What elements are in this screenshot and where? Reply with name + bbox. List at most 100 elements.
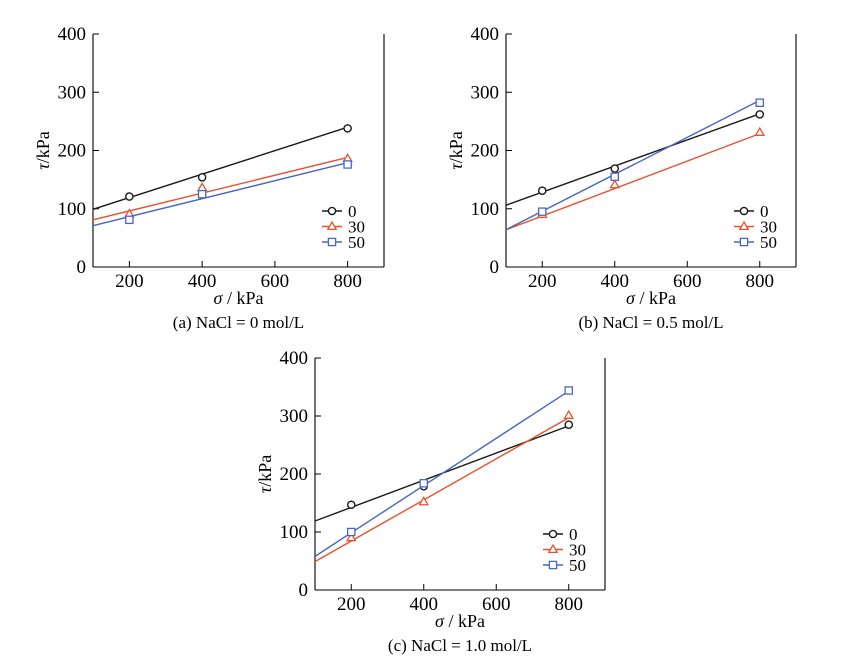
fit-line — [505, 132, 760, 231]
series-50 — [505, 98, 765, 231]
y-tick-label: 400 — [280, 348, 309, 369]
y-tick-label: 0 — [490, 257, 500, 278]
x-tick-label: 600 — [261, 271, 290, 292]
data-point — [755, 110, 765, 119]
legend-marker — [739, 237, 749, 247]
y-axis-unit: /kPa — [33, 131, 53, 163]
x-axis-unit: / kPa — [635, 288, 676, 308]
data-point — [343, 160, 352, 169]
data-point — [419, 479, 428, 488]
fit-line — [92, 156, 348, 221]
y-tick-label: 300 — [280, 406, 309, 427]
data-point — [196, 182, 208, 192]
y-axis-symbol: τ — [33, 163, 53, 170]
x-tick-label: 600 — [482, 594, 511, 615]
data-point — [197, 172, 207, 182]
y-axis-title: τ/kPa — [446, 131, 466, 169]
y-tick-label: 400 — [58, 24, 87, 45]
y-tick-label: 0 — [299, 580, 309, 601]
chart-caption: (c) NaCl = 1.0 mol/L — [388, 636, 532, 655]
x-tick-label: 400 — [410, 594, 439, 615]
fit-line — [92, 162, 348, 227]
x-axis-symbol: σ — [435, 611, 445, 631]
legend-label: 30 — [760, 218, 777, 237]
data-point — [755, 98, 765, 107]
x-tick-label: 200 — [115, 271, 144, 292]
fit-line — [314, 417, 570, 563]
x-tick-label: 400 — [188, 271, 217, 292]
x-axis-unit: / kPa — [444, 611, 485, 631]
series-0 — [92, 124, 352, 210]
legend-label: 50 — [760, 233, 777, 252]
x-axis-symbol: σ — [626, 288, 636, 308]
x-tick-label: 800 — [746, 271, 775, 292]
x-axis-title: σ / kPa — [626, 288, 676, 308]
y-tick-label: 200 — [280, 464, 309, 485]
legend-marker — [548, 529, 558, 539]
data-point — [610, 172, 620, 181]
chart-caption: (a) NaCl = 0 mol/L — [173, 313, 304, 332]
legend-label: 50 — [569, 556, 586, 575]
data-point — [125, 192, 134, 201]
data-point — [125, 215, 134, 225]
data-point — [754, 126, 766, 136]
y-axis-symbol: τ — [255, 486, 275, 493]
y-tick-label: 400 — [471, 24, 500, 45]
legend-marker — [326, 220, 338, 231]
data-point — [564, 420, 574, 430]
y-axis-symbol: τ — [446, 163, 466, 170]
y-tick-label: 200 — [58, 141, 87, 162]
series-50 — [92, 160, 352, 227]
series-0 — [505, 110, 765, 206]
x-tick-label: 200 — [337, 594, 366, 615]
legend-label: 0 — [348, 202, 357, 221]
y-tick-label: 100 — [471, 199, 500, 220]
legend-marker — [547, 543, 559, 554]
legend-label: 50 — [348, 233, 365, 252]
x-axis-unit: / kPa — [222, 288, 263, 308]
x-tick-label: 200 — [528, 271, 557, 292]
y-tick-label: 200 — [471, 141, 500, 162]
legend-label: 30 — [348, 218, 365, 237]
series-30 — [92, 152, 353, 221]
fit-line — [505, 113, 760, 206]
x-axis-title: σ / kPa — [435, 611, 485, 631]
fit-line — [505, 99, 761, 231]
legend-marker — [327, 206, 337, 216]
x-axis-title: σ / kPa — [214, 288, 264, 308]
y-axis-unit: /kPa — [446, 131, 466, 163]
fit-line — [92, 126, 348, 210]
data-point — [197, 189, 207, 199]
legend-label: 0 — [760, 202, 769, 221]
legend-label: 30 — [569, 541, 586, 560]
y-axis-unit: /kPa — [255, 455, 275, 487]
legend-marker — [738, 220, 750, 231]
series-50 — [314, 386, 574, 557]
x-tick-label: 600 — [673, 271, 702, 292]
y-axis-title: τ/kPa — [255, 455, 275, 493]
y-tick-label: 0 — [77, 257, 87, 278]
y-tick-label: 100 — [280, 522, 309, 543]
data-point — [537, 186, 547, 195]
data-point — [418, 496, 430, 506]
y-tick-label: 100 — [58, 199, 87, 220]
legend-marker — [548, 560, 558, 570]
legend-label: 0 — [569, 525, 578, 544]
data-point — [345, 532, 357, 542]
x-tick-label: 800 — [333, 271, 362, 292]
y-tick-label: 300 — [471, 82, 500, 103]
x-tick-label: 800 — [555, 594, 584, 615]
data-point — [564, 386, 574, 395]
data-point — [346, 500, 356, 510]
y-axis-title: τ/kPa — [33, 131, 53, 169]
series-30 — [314, 409, 575, 563]
data-point — [343, 124, 352, 133]
y-tick-label: 300 — [58, 82, 87, 103]
x-tick-label: 400 — [601, 271, 630, 292]
